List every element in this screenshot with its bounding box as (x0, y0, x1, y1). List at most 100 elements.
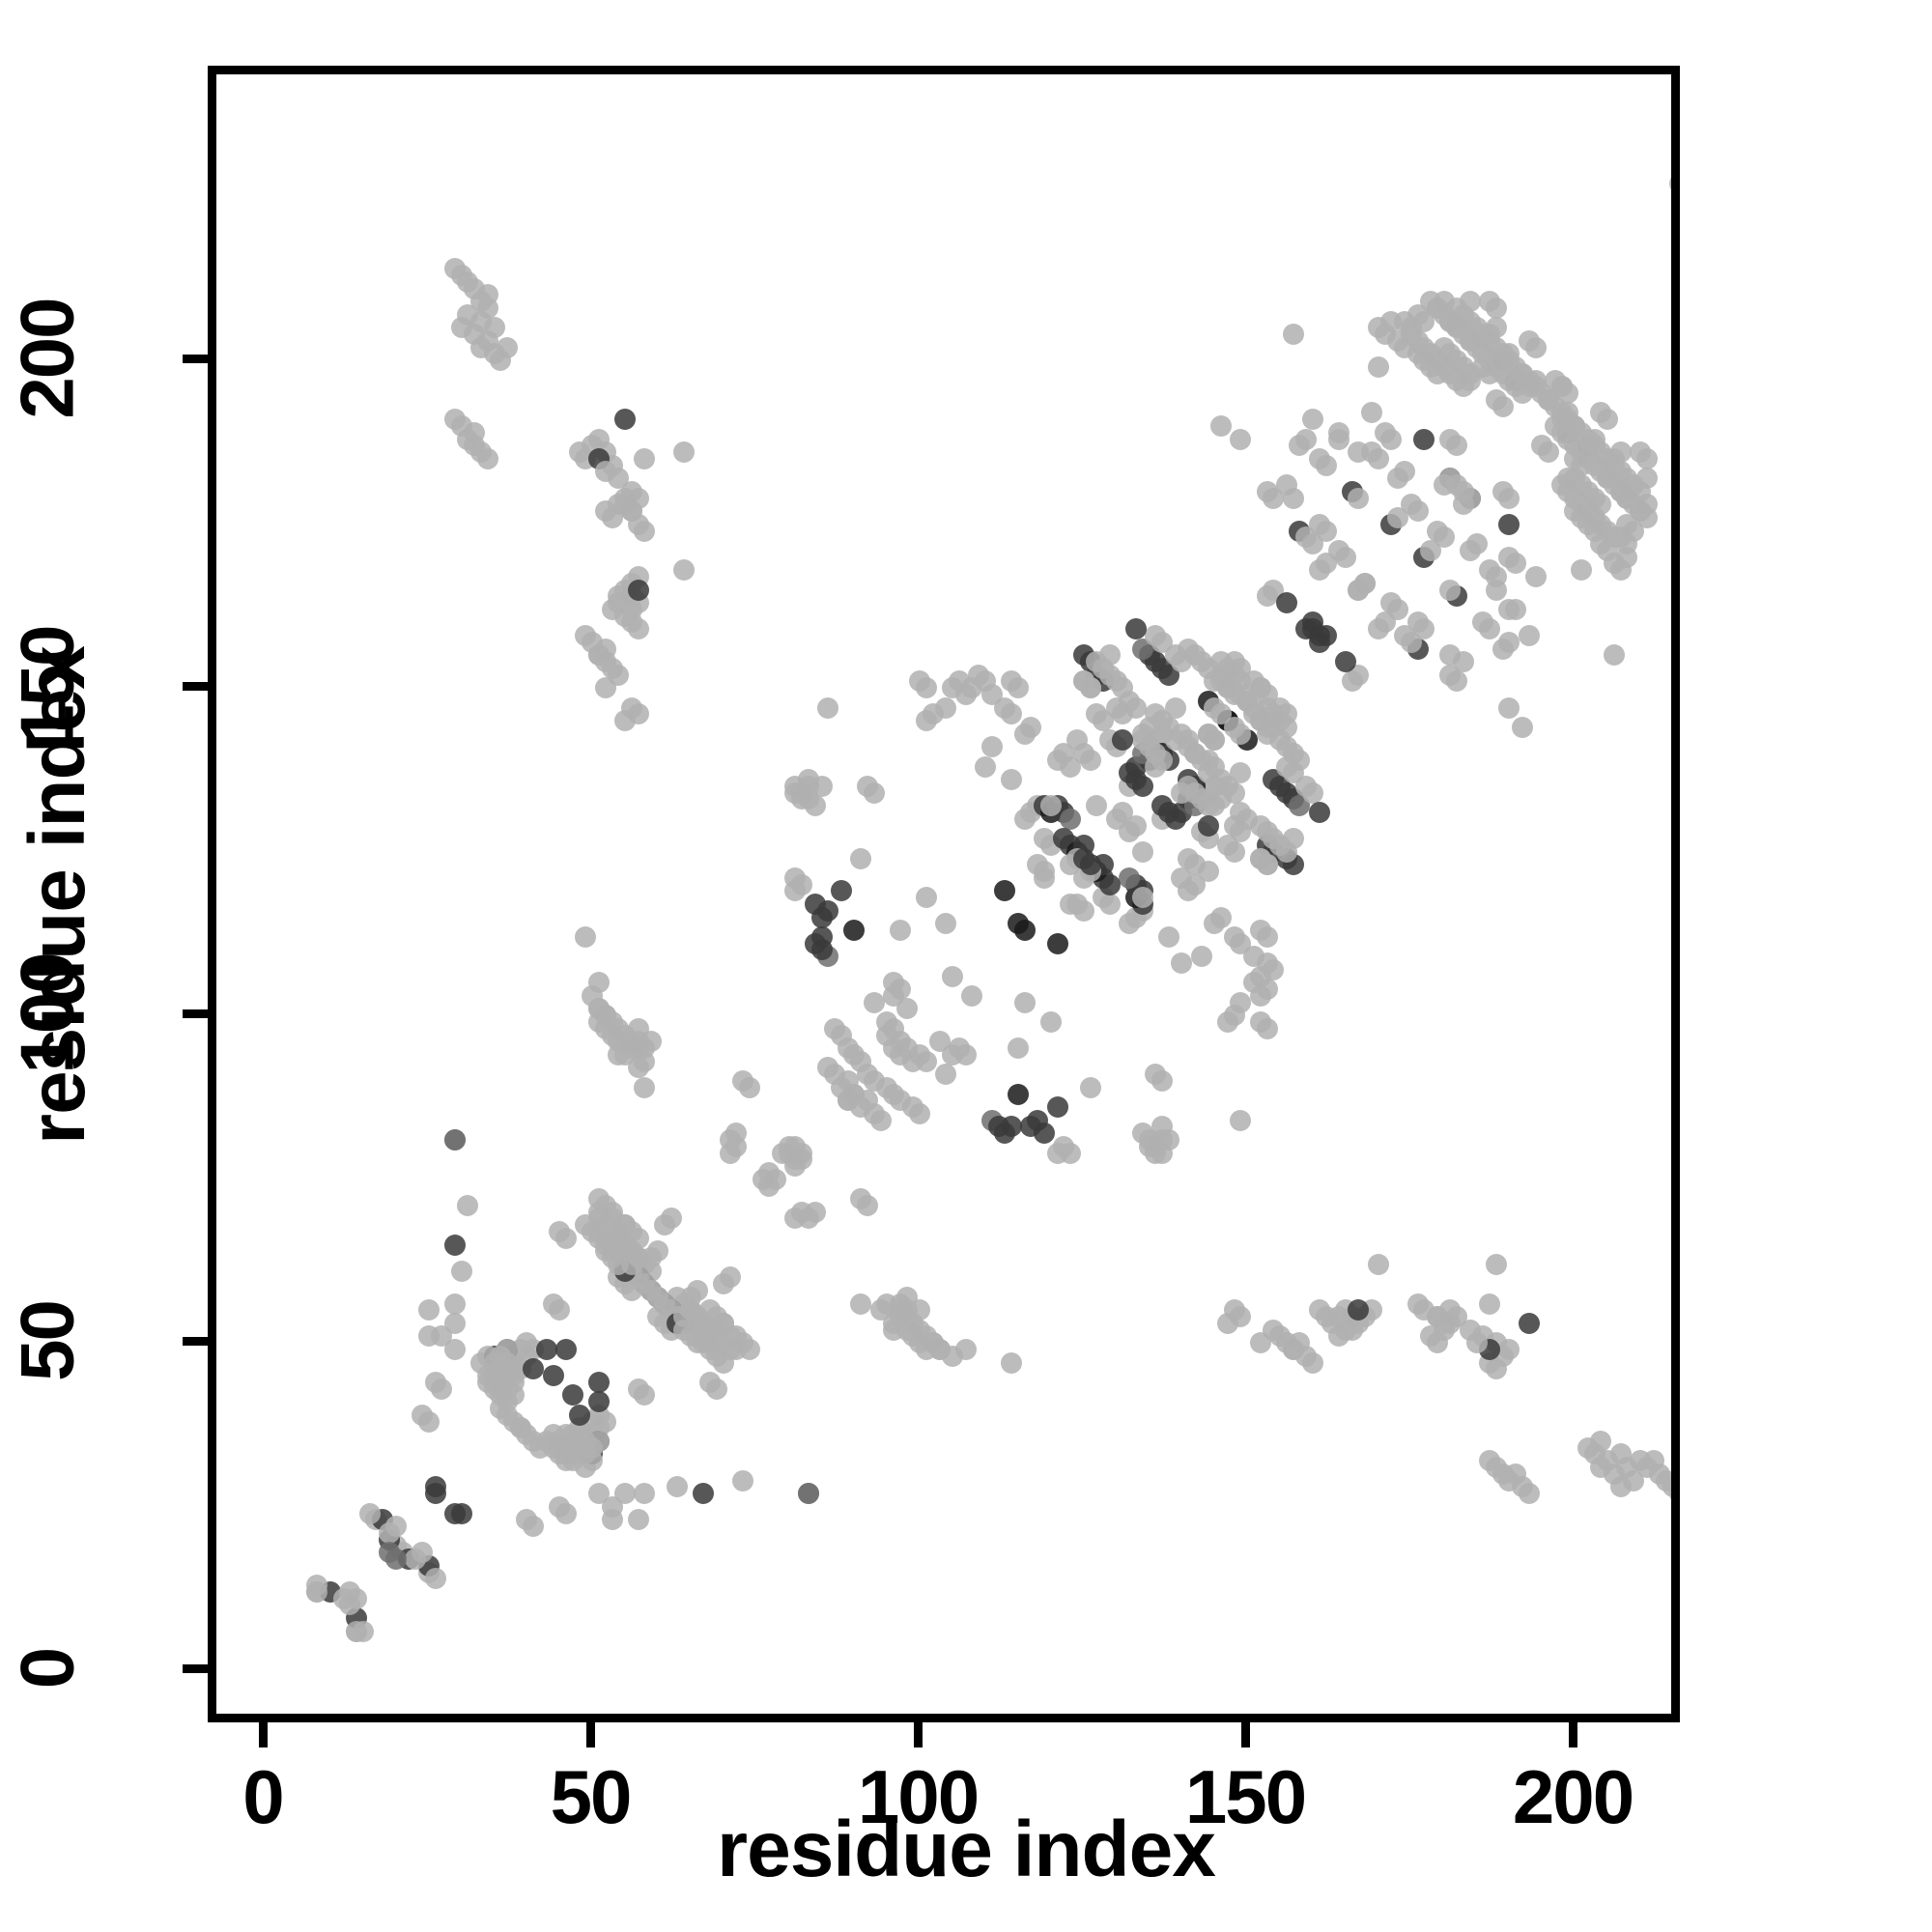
scatter-point (1243, 946, 1264, 968)
x-tick-mark (1241, 1722, 1250, 1747)
scatter-point (1230, 1109, 1252, 1131)
y-tick-mark (183, 682, 208, 691)
scatter-point (719, 1266, 741, 1289)
scatter-point (1060, 755, 1082, 778)
scatter-point (1603, 644, 1625, 667)
scatter-point (588, 972, 610, 994)
scatter-point (1210, 651, 1233, 673)
scatter-point (1072, 670, 1094, 693)
scatter-point (1020, 716, 1042, 738)
scatter-point (928, 1339, 951, 1360)
scatter-point (1485, 1253, 1507, 1275)
scatter-point (667, 1476, 689, 1498)
scatter-point (1393, 461, 1415, 483)
scatter-point (1439, 468, 1462, 490)
scatter-point (1479, 1293, 1501, 1315)
scatter-point (1164, 696, 1186, 719)
scatter-point (804, 1201, 826, 1223)
scatter-point (1190, 946, 1212, 968)
scatter-point (1124, 618, 1147, 640)
scatter-point (738, 1339, 760, 1360)
scatter-point (627, 579, 649, 601)
scatter-point (895, 1299, 918, 1321)
scatter-point (1183, 854, 1206, 876)
scatter-point (1439, 428, 1462, 450)
scatter-point (1197, 814, 1219, 837)
scatter-point (1459, 1319, 1481, 1341)
scatter-point (1079, 1076, 1101, 1098)
scatter-point (497, 1339, 519, 1360)
scatter-point (883, 972, 905, 994)
scatter-point (588, 998, 610, 1020)
scatter-point (1302, 618, 1324, 640)
scatter-point (850, 1050, 872, 1072)
scatter-point (1518, 1483, 1540, 1505)
scatter-point (1426, 1332, 1448, 1354)
scatter-point (850, 847, 872, 869)
scatter-point (1348, 1299, 1370, 1321)
scatter-point (424, 1371, 446, 1393)
x-tick-label: 200 (1512, 1754, 1634, 1839)
scatter-point (443, 1129, 466, 1151)
scatter-point (588, 1483, 610, 1505)
scatter-point (1485, 579, 1507, 601)
scatter-point (1275, 716, 1297, 738)
scatter-point (1348, 441, 1370, 464)
scatter-point (843, 920, 866, 942)
scatter-point (483, 317, 505, 339)
y-tick-mark (183, 1009, 208, 1018)
scatter-point (476, 1345, 498, 1367)
scatter-point (1131, 887, 1153, 909)
scatter-point (1145, 624, 1167, 646)
scatter-point (1256, 979, 1278, 1001)
scatter-point (1007, 677, 1029, 699)
scatter-point (954, 1339, 977, 1360)
scatter-point (1498, 631, 1520, 653)
scatter-point (1027, 1109, 1049, 1131)
scatter-point (1131, 729, 1153, 752)
scatter-point (384, 1516, 407, 1538)
scatter-point (1380, 428, 1403, 450)
scatter-point (1393, 624, 1415, 646)
scatter-point (1282, 487, 1304, 509)
x-tick-mark (259, 1722, 268, 1747)
scatter-point (594, 677, 616, 699)
x-tick-label: 100 (857, 1754, 980, 1839)
scatter-point (1119, 867, 1141, 889)
scatter-point (1230, 802, 1252, 824)
scatter-point (1505, 598, 1527, 620)
scatter-point (1256, 854, 1278, 876)
scatter-point (411, 1404, 433, 1426)
y-tick-label: 0 (4, 1648, 90, 1690)
scatter-point (1210, 703, 1233, 725)
scatter-point (1426, 520, 1448, 542)
scatter-point (1197, 795, 1219, 817)
scatter-point (1348, 487, 1370, 509)
scatter-point (856, 775, 878, 797)
scatter-point (450, 1260, 472, 1282)
scatter-point (1210, 906, 1233, 928)
scatter-point (1230, 991, 1252, 1013)
scatter-point (1498, 696, 1520, 719)
scatter-point (830, 880, 852, 902)
scatter-point (1275, 592, 1297, 614)
scatter-point (1668, 1483, 1671, 1505)
x-tick-mark (586, 1722, 595, 1747)
scatter-point (1387, 506, 1409, 528)
scatter-point (673, 441, 696, 464)
scatter-point (535, 1339, 557, 1360)
scatter-point (443, 258, 466, 280)
scatter-point (1086, 795, 1108, 817)
scatter-point (1439, 579, 1462, 601)
scatter-point (1046, 932, 1068, 954)
scatter-point (634, 1384, 656, 1406)
scatter-point (817, 1057, 839, 1079)
scatter-point (1295, 428, 1318, 450)
scatter-point (916, 677, 937, 699)
scatter-point (1328, 421, 1350, 443)
scatter-point (424, 1483, 446, 1505)
scatter-point (1571, 559, 1592, 582)
x-tick-label: 0 (242, 1754, 284, 1839)
scatter-point (588, 1391, 610, 1413)
scatter-point (1498, 487, 1520, 509)
